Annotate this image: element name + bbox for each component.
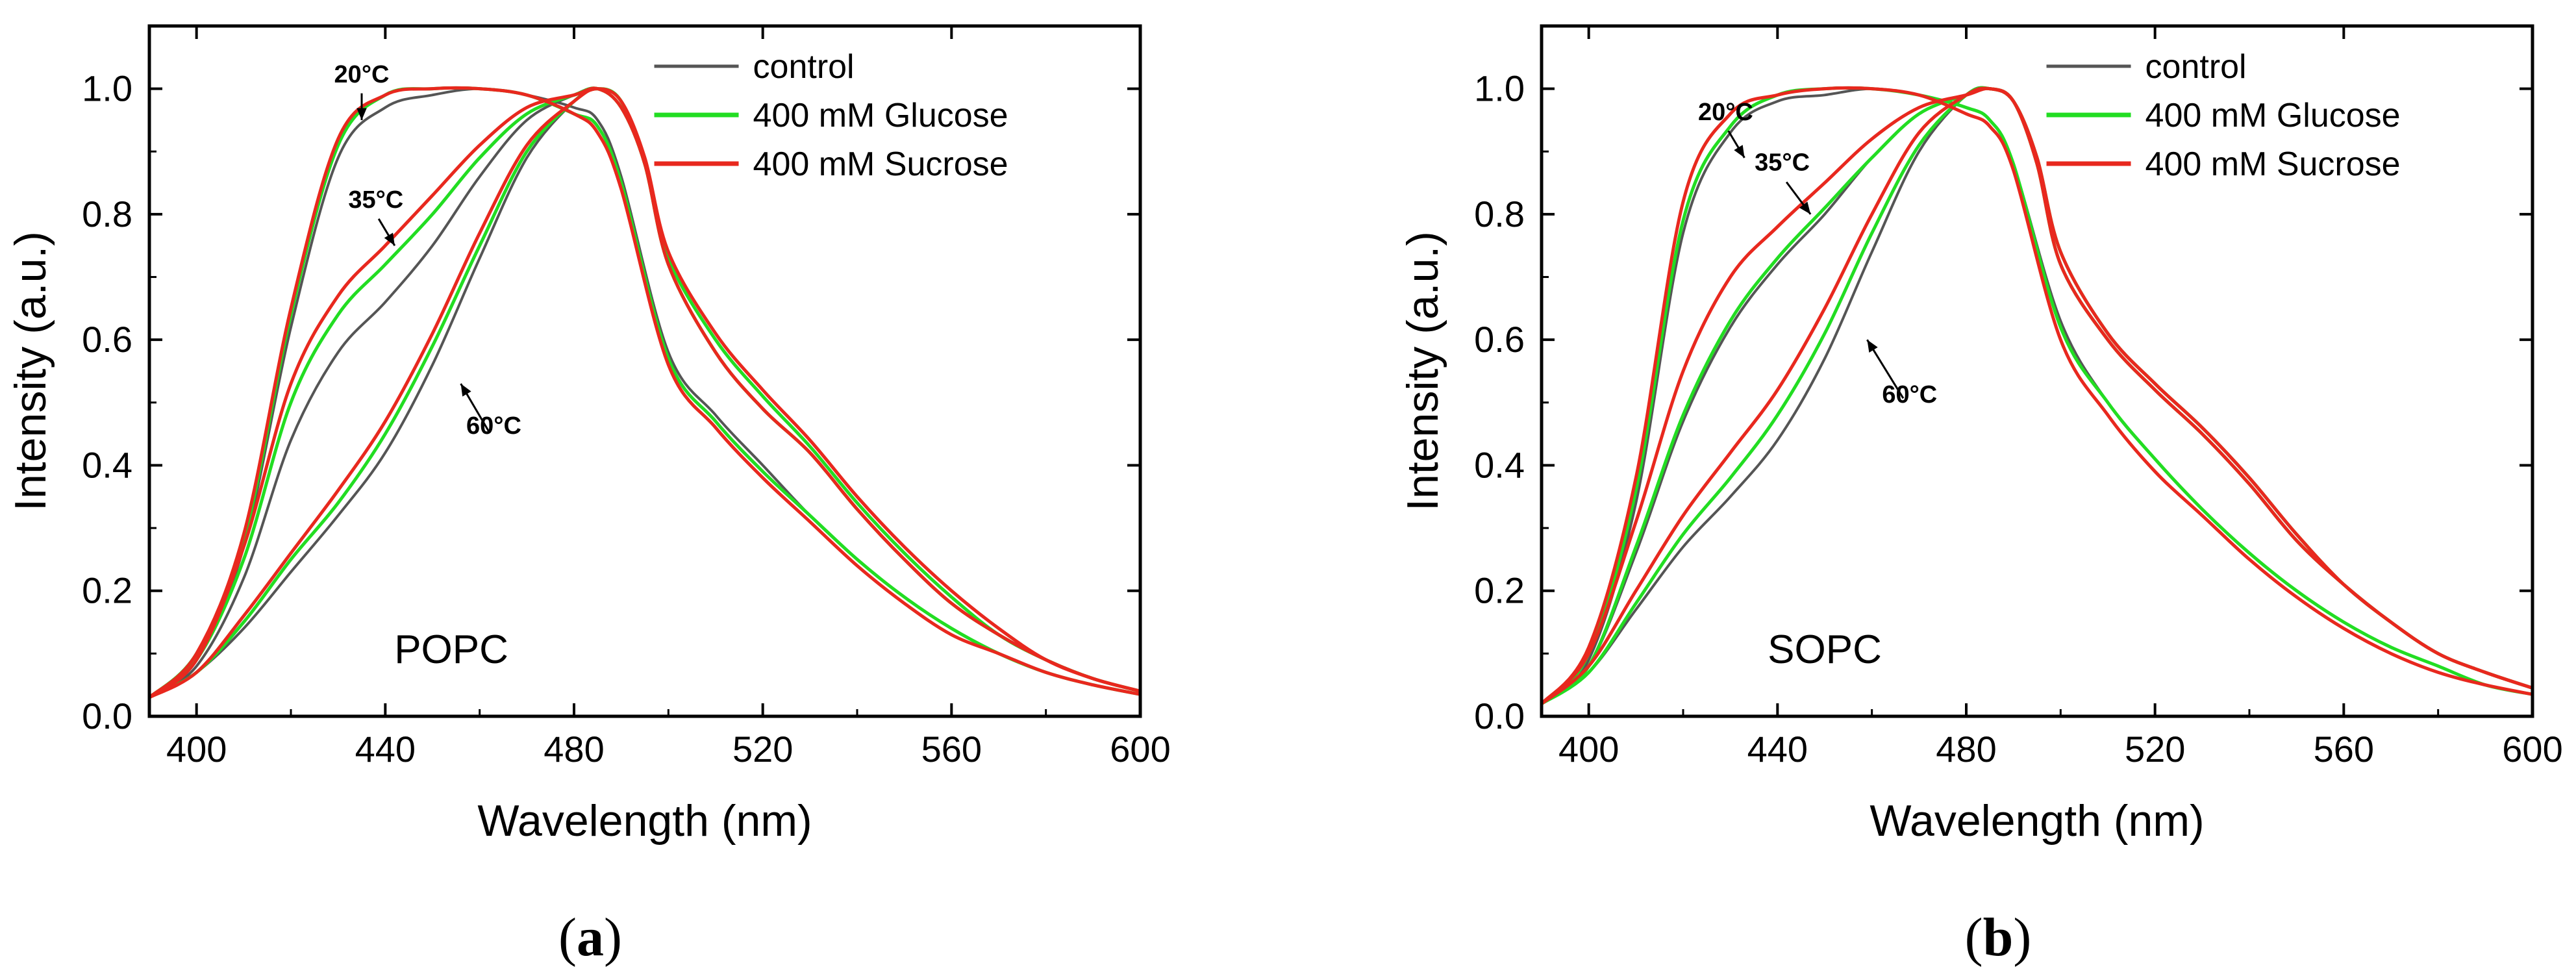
plot-frame xyxy=(147,24,1142,718)
annotation-label: 60°C xyxy=(1882,381,1937,408)
annotation-35c: 35°C xyxy=(1755,149,1812,215)
x-tick-label: 560 xyxy=(2314,729,2374,770)
y-tick-label: 1.0 xyxy=(82,68,132,109)
legend-label: 400 mM Glucose xyxy=(2145,97,2401,134)
annotation-label: 20°C xyxy=(334,61,390,88)
x-tick-label: 600 xyxy=(2502,729,2562,770)
legend-label: control xyxy=(2145,48,2247,86)
y-tick-label: 0.0 xyxy=(1474,696,1525,736)
x-tick-label: 440 xyxy=(355,729,416,770)
y-tick-label: 0.2 xyxy=(1474,570,1525,611)
x-tick-label: 440 xyxy=(1747,729,1808,770)
y-tick-label: 0.0 xyxy=(82,696,132,736)
x-tick-label: 480 xyxy=(544,729,604,770)
curves-group xyxy=(149,86,1140,699)
series-line-400-mm-sucrose-35c xyxy=(149,86,1140,699)
plot-frame xyxy=(1540,24,2534,718)
annotation-20c: 20°C xyxy=(334,61,390,120)
x-tick-label: 400 xyxy=(166,729,227,770)
annotation-arrowhead xyxy=(460,383,471,397)
x-tick-label: 400 xyxy=(1558,729,1619,770)
annotation-arrowhead xyxy=(384,232,395,246)
legend-label: 400 mM Sucrose xyxy=(2145,145,2401,183)
annotation-60c: 60°C xyxy=(1866,339,1937,408)
annotation-35c: 35°C xyxy=(348,186,403,246)
y-tick-label: 0.8 xyxy=(1474,194,1525,234)
x-tick-label: 520 xyxy=(2125,729,2185,770)
x-tick-label: 600 xyxy=(1110,729,1170,770)
legend-label: control xyxy=(753,48,855,86)
annotation-arrowhead xyxy=(1867,340,1878,353)
series-line-400-mm-sucrose-20c xyxy=(1542,86,2532,705)
y-tick-label: 0.6 xyxy=(1474,319,1525,360)
annotation-60c: 60°C xyxy=(460,383,521,440)
series-line-400-mm-glucose-20c xyxy=(1542,86,2532,705)
annotation-arrowhead xyxy=(356,108,367,120)
curves-group xyxy=(1542,86,2532,705)
y-tick-label: 0.2 xyxy=(82,570,132,611)
x-tick-label: 520 xyxy=(732,729,793,770)
annotation-label: 20°C xyxy=(1698,99,1753,126)
annotation-arrowhead xyxy=(1734,145,1745,158)
y-axis-label: Intensity (a.u.) xyxy=(1398,231,1447,511)
y-tick-label: 1.0 xyxy=(1474,68,1525,109)
y-axis-label: Intensity (a.u.) xyxy=(6,231,55,511)
lipid-label: SOPC xyxy=(1768,627,1882,672)
y-tick-label: 0.4 xyxy=(82,444,132,485)
legend-label: 400 mM Glucose xyxy=(753,97,1008,134)
x-axis-label: Wavelength (nm) xyxy=(477,796,812,846)
legend-label: 400 mM Sucrose xyxy=(753,145,1008,183)
legend: control 400 mM Glucose 400 mM Sucrose xyxy=(2046,48,2401,183)
panel-a-caption: (a) xyxy=(558,907,622,968)
annotation-20c: 20°C xyxy=(1698,99,1753,158)
x-axis-label: Wavelength (nm) xyxy=(1869,796,2204,846)
y-tick-label: 0.6 xyxy=(82,319,132,360)
chart-panel-b: 400 440 480 520 560 600 0.0 0.2 0.4 0.6 0.8 1.0 Wave… xyxy=(1398,24,2563,846)
legend: control 400 mM Glucose 400 mM Sucrose xyxy=(654,48,1008,183)
y-tick-label: 0.4 xyxy=(1474,444,1525,485)
annotation-arrowhead xyxy=(1799,201,1811,214)
x-tick-label: 560 xyxy=(921,729,982,770)
series-line-400-mm-sucrose-20c xyxy=(149,86,1140,699)
annotation-label: 35°C xyxy=(348,186,403,214)
annotation-label: 35°C xyxy=(1755,149,1810,176)
series-line-400-mm-sucrose-60c xyxy=(149,87,1140,699)
panel-b-caption: (b) xyxy=(1964,907,2032,968)
chart-panel-a: 400 440 480 520 560 600 0.0 0.2 0.4 0.6 0.8 1.0 Wave… xyxy=(6,24,1171,846)
y-tick-label: 0.8 xyxy=(82,194,132,234)
series-line-400-mm-sucrose-60c xyxy=(1542,86,2532,705)
x-tick-label: 480 xyxy=(1936,729,1996,770)
lipid-label: POPC xyxy=(394,627,508,672)
annotation-label: 60°C xyxy=(466,412,521,440)
